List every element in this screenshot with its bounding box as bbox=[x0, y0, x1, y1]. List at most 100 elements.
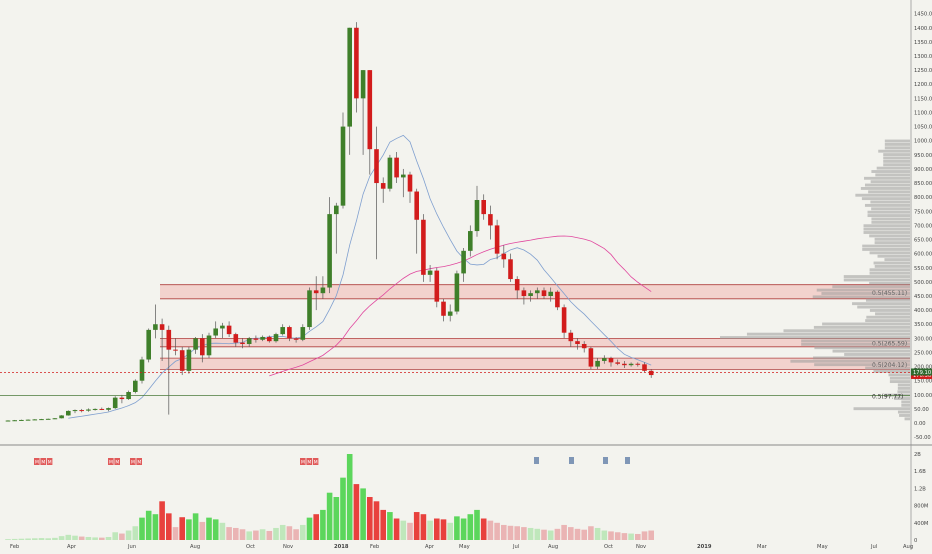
price-tick-label: 1400.00 bbox=[914, 26, 932, 32]
profile-bar bbox=[843, 278, 910, 282]
volume-bar bbox=[460, 518, 467, 540]
time-tick-label: Jul bbox=[512, 544, 519, 550]
candle-body bbox=[401, 174, 406, 178]
signal-marker-red bbox=[108, 458, 114, 465]
profile-bar bbox=[897, 390, 910, 394]
profile-bar bbox=[860, 187, 910, 190]
profile-bar bbox=[888, 373, 910, 377]
signal-marker-label: M bbox=[131, 460, 135, 466]
candle-body bbox=[19, 419, 24, 421]
profile-bar bbox=[865, 298, 910, 302]
volume-bar bbox=[641, 531, 648, 540]
volume-bar bbox=[635, 533, 641, 540]
profile-bar bbox=[863, 227, 910, 231]
volume-bar bbox=[212, 519, 219, 540]
profile-bar bbox=[871, 217, 910, 221]
volume-bar bbox=[159, 501, 165, 540]
candle-body bbox=[99, 408, 105, 410]
profile-bar bbox=[870, 180, 910, 184]
profile-bar bbox=[865, 366, 910, 370]
candle-body bbox=[159, 324, 165, 330]
volume-bar bbox=[25, 538, 31, 540]
candle-body bbox=[213, 328, 218, 336]
time-axis[interactable]: Feb Apr Jun Aug Oct Nov 2018 Feb Apr May Jul Aug Oct… bbox=[10, 544, 913, 550]
candle-body bbox=[387, 157, 393, 189]
time-tick-label: Jun bbox=[127, 544, 136, 550]
profile-bar bbox=[844, 353, 910, 356]
volume-bar bbox=[454, 516, 460, 540]
volume-bar bbox=[320, 509, 326, 540]
volume-bar bbox=[574, 528, 581, 540]
volume-bar bbox=[487, 520, 494, 540]
volume-bar bbox=[45, 538, 51, 540]
profile-bar bbox=[889, 380, 910, 384]
profile-bar bbox=[884, 258, 910, 262]
volume-bar bbox=[125, 530, 132, 540]
candle-body bbox=[414, 191, 419, 220]
volume-bar bbox=[561, 524, 567, 540]
profile-bar bbox=[869, 251, 910, 255]
time-tick-label: Apr bbox=[425, 544, 435, 550]
volume-bar bbox=[514, 526, 520, 540]
candle-body bbox=[246, 338, 252, 344]
time-tick-label: Oct bbox=[246, 544, 255, 550]
volume-bar bbox=[11, 538, 18, 540]
candle-body bbox=[106, 408, 111, 410]
candle-body bbox=[280, 327, 285, 335]
time-tick-label: Apr bbox=[67, 544, 77, 550]
profile-bar bbox=[862, 248, 910, 251]
time-tick-label: Mar bbox=[757, 544, 768, 550]
price-tick-label: 500.00 bbox=[914, 280, 932, 286]
volume-bar bbox=[273, 527, 279, 540]
price-tick-label: 900.00 bbox=[914, 167, 932, 173]
volume-bar bbox=[568, 527, 574, 540]
profile-bar bbox=[884, 139, 910, 143]
volume-bar bbox=[306, 517, 313, 540]
price-tick-label: 1150.00 bbox=[914, 96, 932, 102]
candle-body bbox=[488, 214, 493, 226]
price-tick-label: -50.00 bbox=[914, 435, 931, 441]
price-axis[interactable]: 1450.00 1400.00 1350.00 1300.00 1250.00 1200.… bbox=[910, 0, 932, 445]
volume-tick-label: 800M bbox=[914, 504, 928, 510]
candle-body bbox=[327, 214, 332, 288]
profile-bar bbox=[884, 146, 910, 150]
volume-bar bbox=[253, 530, 259, 540]
volume-bar bbox=[420, 514, 427, 540]
candle-body bbox=[394, 157, 399, 178]
profile-bar bbox=[878, 149, 910, 153]
candle-body bbox=[253, 338, 259, 340]
volume-bar bbox=[313, 514, 319, 540]
candle-body bbox=[407, 174, 413, 192]
candle-body bbox=[441, 301, 446, 316]
volume-tick-label: 1.2B bbox=[914, 486, 926, 492]
profile-bar bbox=[746, 332, 910, 336]
volume-axis[interactable]: 2B 1.6B 1.2B 800M 400M 0 bbox=[910, 445, 928, 550]
volume-bar bbox=[266, 530, 273, 540]
candle-body bbox=[226, 325, 232, 335]
price-tick-label: 300.00 bbox=[914, 336, 932, 342]
candle-body bbox=[179, 350, 185, 371]
profile-bar bbox=[884, 142, 910, 146]
candle-body bbox=[59, 415, 64, 419]
volume-bar bbox=[628, 533, 634, 540]
candle-body bbox=[568, 332, 574, 342]
price-tick-label: 350.00 bbox=[914, 322, 932, 328]
candle-body bbox=[481, 200, 486, 215]
time-tick-label: Feb bbox=[10, 544, 20, 550]
volume-bar bbox=[494, 522, 500, 540]
volume-bar bbox=[166, 513, 172, 540]
signal-marker-blue bbox=[625, 457, 630, 464]
signal-marker-red bbox=[300, 458, 306, 465]
candle-body bbox=[561, 307, 567, 333]
volume-bar bbox=[547, 530, 554, 540]
candle-body bbox=[588, 348, 594, 367]
volume-bar bbox=[427, 520, 433, 540]
candle-body bbox=[86, 409, 91, 411]
candle-body bbox=[468, 231, 473, 251]
profile-bar bbox=[870, 200, 910, 204]
volume-bar bbox=[199, 521, 206, 540]
level-label: 0.5(97.77) bbox=[872, 393, 903, 400]
